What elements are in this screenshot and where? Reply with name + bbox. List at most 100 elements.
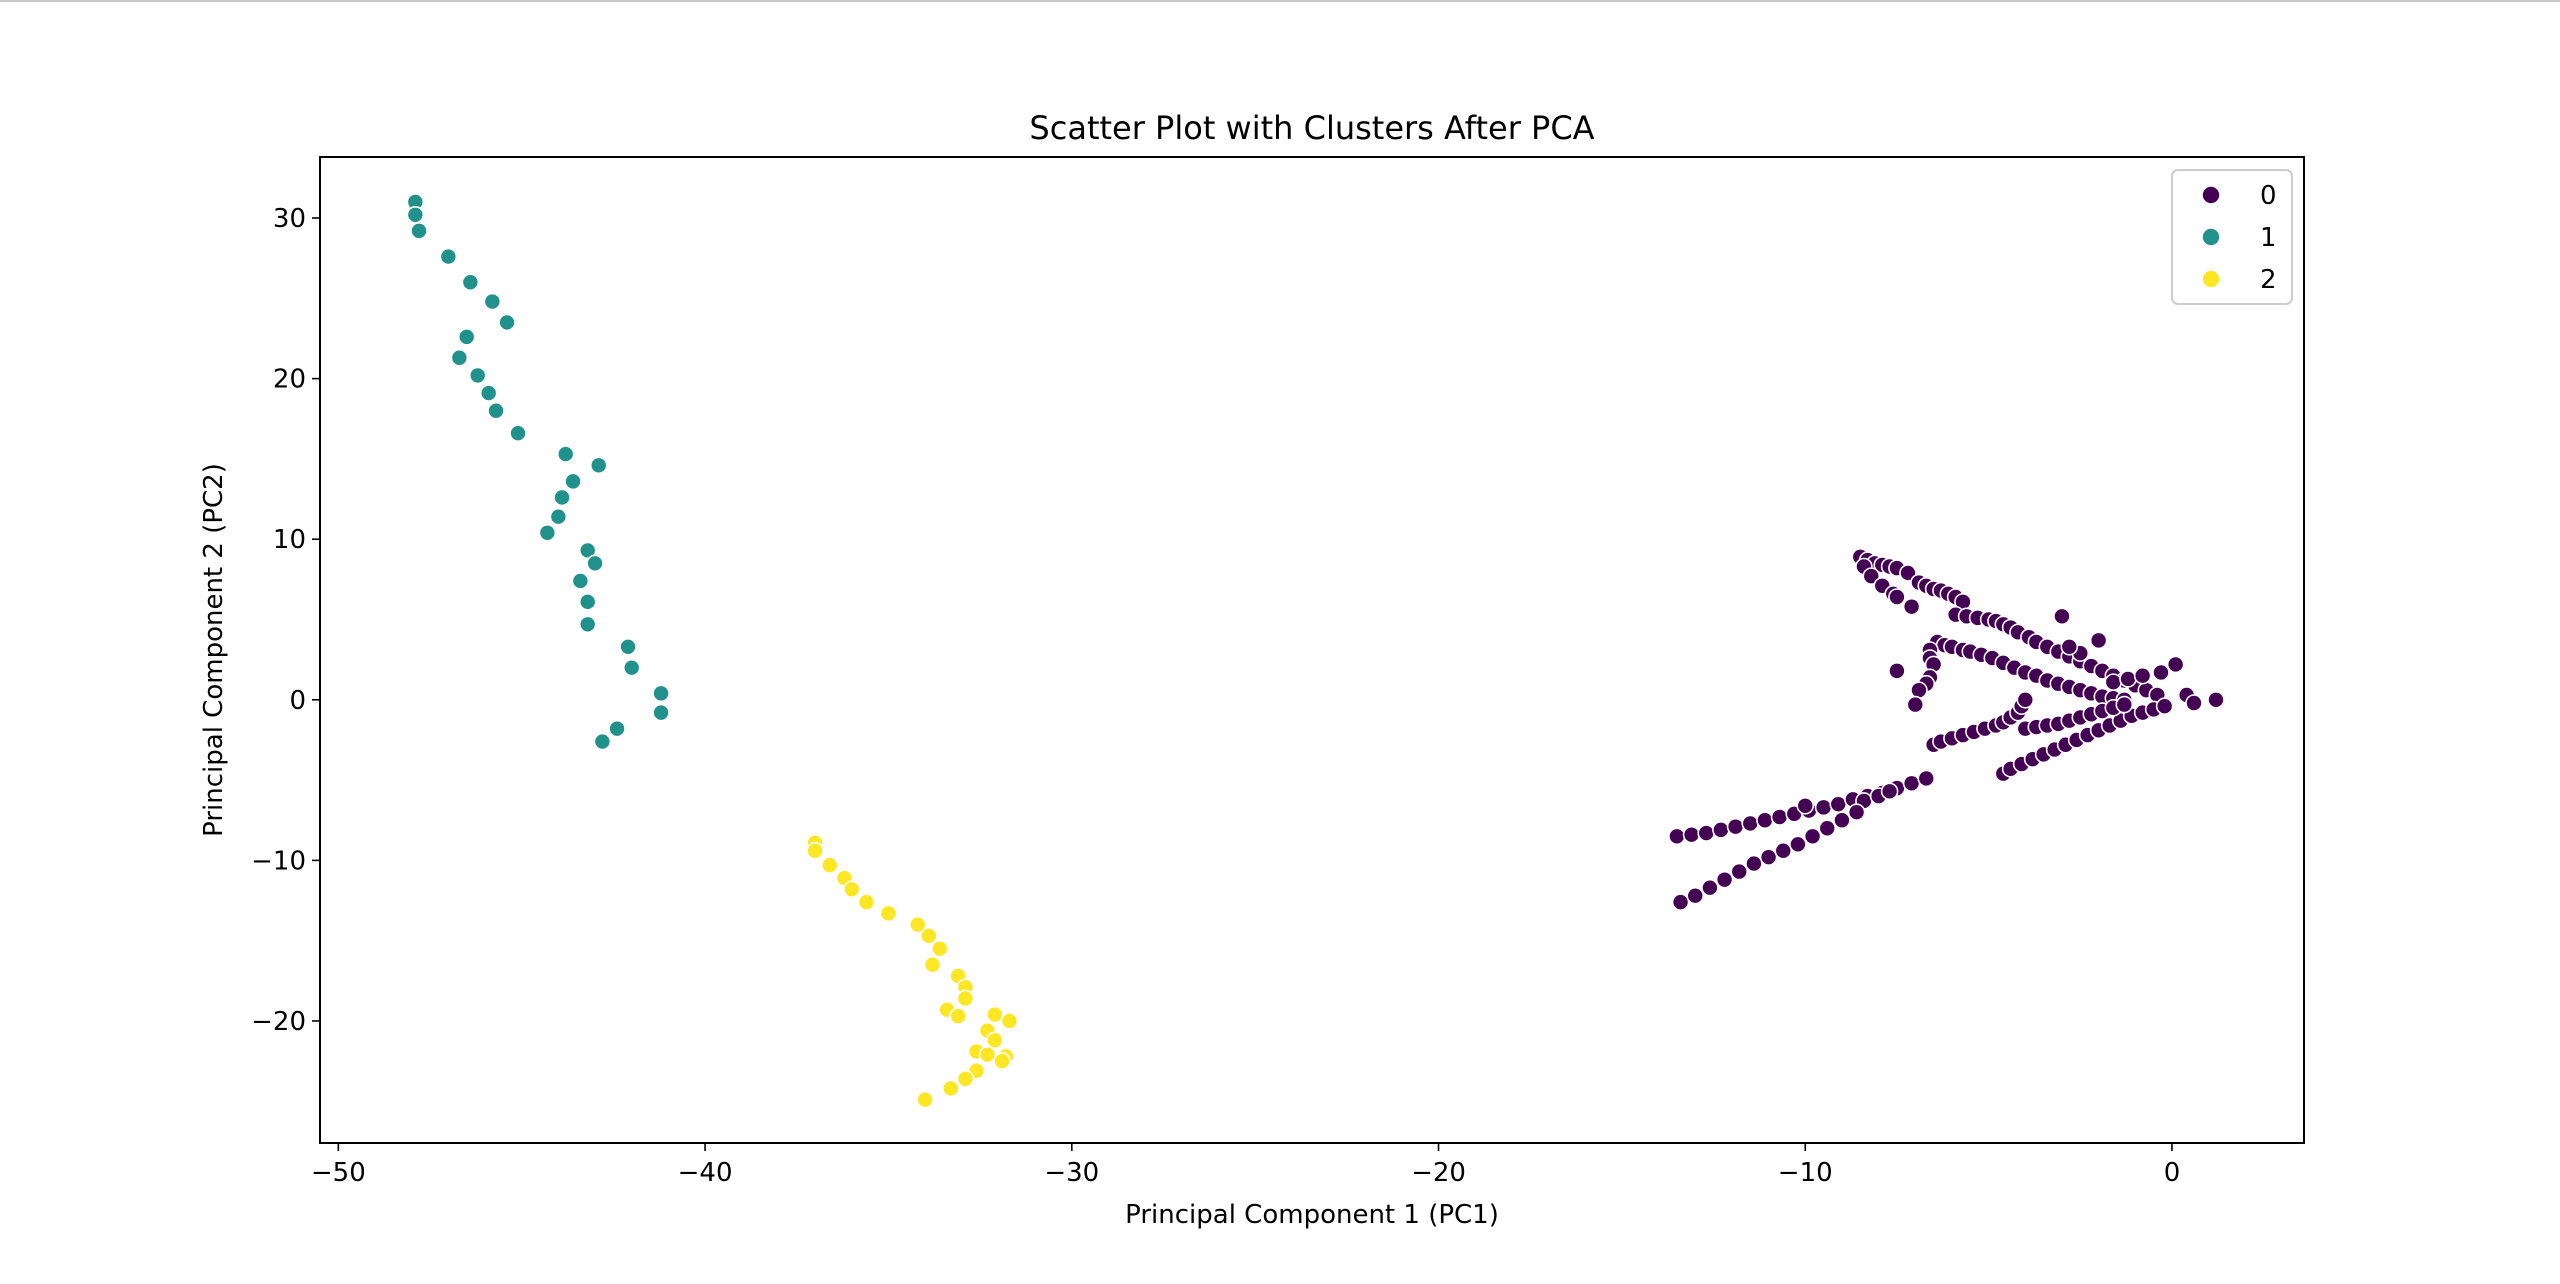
legend-label-2: 2 [2260,265,2277,295]
data-point-cluster-1 [538,523,557,542]
data-point-cluster-2 [985,1031,1004,1050]
data-point-cluster-1 [483,292,502,311]
y-tick-label: 10 [273,525,306,555]
data-point-cluster-0 [1697,824,1716,842]
data-point-cluster-2 [820,856,839,874]
data-point-cluster-0 [2016,690,2035,709]
data-point-cluster-0 [1712,821,1730,839]
plot-frame [319,156,2305,1144]
data-point-cluster-0 [2119,670,2137,688]
data-point-cluster-1 [578,615,597,634]
legend-box [2171,169,2293,305]
data-point-cluster-1 [652,703,670,722]
data-point-cluster-1 [571,572,590,590]
y-tick-label: 20 [273,365,306,395]
data-point-cluster-0 [1682,825,1701,844]
data-point-cluster-2 [949,1007,967,1025]
legend-marker-0 [2201,185,2221,205]
data-point-cluster-2 [978,1045,997,1064]
data-point-cluster-1 [564,472,582,491]
y-tick-label: −20 [251,1007,306,1037]
data-point-cluster-1 [619,637,637,656]
data-point-cluster-0 [2207,690,2225,709]
data-point-cluster-2 [806,841,824,860]
data-point-cluster-0 [1847,803,1866,821]
y-tick-label: 0 [289,686,306,716]
data-point-cluster-0 [2166,655,2185,674]
data-point-cluster-1 [589,456,608,475]
data-point-cluster-0 [2060,637,2079,656]
data-point-cluster-0 [1880,782,1899,801]
y-axis: −20 −10 0 10 20 30 [251,204,320,1037]
data-point-cluster-2 [908,915,927,934]
data-point-cluster-0 [1899,564,1917,582]
data-point-cluster-2 [923,955,942,974]
data-point-cluster-1 [553,488,571,507]
y-axis-label: Principal Component 2 (PC2) [199,463,229,837]
data-point-cluster-1 [509,424,527,443]
data-point-cluster-0 [2115,695,2134,714]
data-point-cluster-2 [941,1079,960,1098]
data-point-cluster-0 [1833,811,1851,830]
data-point-cluster-0 [1829,795,1848,813]
x-tick-label: −50 [311,1158,366,1188]
data-point-cluster-0 [1789,835,1807,854]
data-point-cluster-1 [450,348,469,367]
data-point-cluster-1 [556,445,575,463]
data-point-cluster-1 [410,222,428,240]
data-point-cluster-0 [1741,814,1760,833]
data-point-cluster-0 [1818,819,1837,838]
data-point-cluster-0 [1888,662,1906,680]
y-tick-label: −10 [251,846,306,876]
data-point-cluster-0 [1671,893,1690,911]
data-point-cluster-0 [1902,774,1921,793]
data-point-cluster-1 [586,554,604,573]
data-point-cluster-0 [1756,811,1774,830]
data-point-cluster-1 [461,273,480,292]
data-point-cluster-2 [916,1090,934,1109]
data-point-cluster-1 [406,206,425,224]
data-point-cluster-2 [956,1069,975,1088]
data-point-cluster-0 [2053,607,2071,626]
x-tick-label: 0 [2164,1158,2181,1188]
data-point-cluster-2 [956,989,975,1008]
data-point-cluster-0 [1814,798,1833,817]
data-point-cluster-0 [1917,769,1936,788]
legend-label-1: 1 [2260,223,2277,253]
data-point-cluster-1 [549,507,568,526]
data-point-cluster-1 [498,313,516,332]
data-point-cluster-0 [1668,827,1686,846]
window-top-border [0,0,2560,2]
points-layer [406,193,2225,1109]
legend-marker-2 [2201,269,2221,289]
data-point-cluster-2 [879,904,898,923]
data-point-cluster-2 [985,1005,1004,1024]
data-point-cluster-0 [2155,697,2174,716]
data-point-cluster-0 [1796,796,1815,815]
data-point-cluster-0 [1745,854,1763,873]
legend-marker-1 [2201,227,2221,247]
data-point-cluster-1 [487,401,505,420]
data-point-cluster-0 [1715,870,1734,889]
data-point-cluster-0 [1759,848,1778,866]
data-point-cluster-0 [1888,588,1906,606]
data-point-cluster-1 [652,684,670,703]
data-point-cluster-1 [578,593,597,611]
data-point-cluster-1 [608,719,626,738]
data-point-cluster-2 [842,880,861,899]
data-point-cluster-0 [1803,827,1822,846]
x-axis: −50 −40 −30 −20 −10 0 [311,1143,2180,1188]
data-point-cluster-1 [479,384,498,402]
data-point-cluster-0 [2152,663,2170,682]
data-point-cluster-2 [1000,1012,1019,1030]
data-point-cluster-0 [1726,817,1745,836]
data-point-cluster-0 [1774,841,1793,860]
data-point-cluster-1 [468,366,487,385]
data-point-cluster-0 [1902,597,1921,616]
data-point-cluster-0 [1686,886,1705,905]
chart-title: Scatter Plot with Clusters After PCA [1029,109,1594,147]
data-point-cluster-2 [857,893,876,911]
data-point-cluster-0 [1701,878,1719,897]
data-point-cluster-2 [930,939,949,958]
